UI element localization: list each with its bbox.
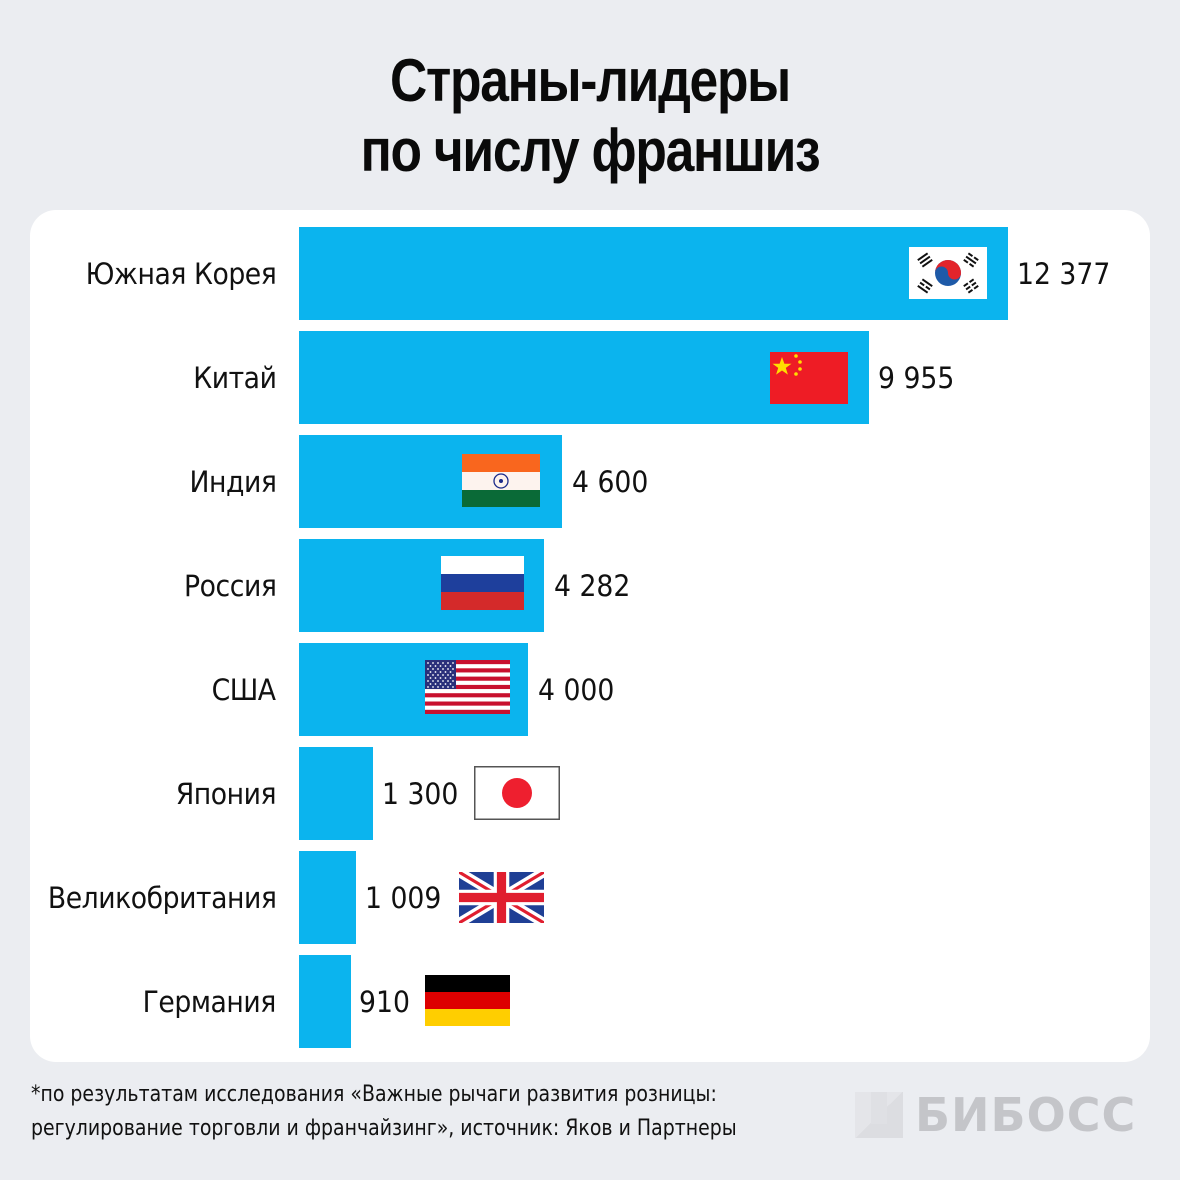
bar [299,955,351,1048]
country-label: Индия [189,464,276,499]
chart-title-line-2: по числу франшиз [360,117,821,184]
japan-flag-icon [474,766,560,820]
south-korea-flag-icon [909,247,987,299]
china-flag-icon [770,352,848,404]
uk-flag-icon [459,872,544,923]
country-label: Южная Корея [85,256,276,291]
country-label: Япония [175,776,277,811]
bar-row-china: Китай 9 955 [30,331,1150,424]
source-footnote: *по результатам исследования «Важные рыч… [31,1078,852,1146]
bar [299,227,1008,320]
germany-flag-icon [425,975,510,1026]
value-label: 12 377 [1017,256,1111,291]
value-label: 1 300 [382,776,459,811]
value-label: 910 [359,984,410,1019]
bar-row-south-korea: Южная Корея 12 377 [30,227,1150,320]
value-label: 4 282 [554,568,631,603]
bar-row-india: Индия 4 600 [30,435,1150,528]
russia-flag-icon [441,556,524,610]
footnote-line-2: регулирование торговли и франчайзинг», и… [31,1116,737,1141]
bar-row-germany: Германия 910 [30,955,1150,1048]
bar [299,747,373,840]
chart-title-line-1: Страны-лидеры [390,47,791,114]
biboss-logo: БИБОСС [855,1088,1136,1142]
country-label: Китай [192,360,277,395]
usa-flag-icon [425,660,510,714]
bar [299,851,356,944]
value-label: 4 000 [538,672,615,707]
country-label: США [211,672,276,707]
country-label: Германия [142,984,277,1019]
bar-row-russia: Россия 4 282 [30,539,1150,632]
value-label: 1 009 [365,880,442,915]
chart-title: Страны-лидеры по числу франшиз [0,46,1180,186]
country-label: Россия [183,568,277,603]
bar-row-japan: Япония 1 300 [30,747,1150,840]
footnote-line-1: *по результатам исследования «Важные рыч… [31,1082,717,1107]
bar-row-usa: США [30,643,1150,736]
chart-card: Южная Корея 12 377 Китай [30,210,1150,1062]
bar-row-uk: Великобритания 1 009 [30,851,1150,944]
value-label: 4 600 [572,464,649,499]
country-label: Великобритания [47,880,276,915]
logo-mark-icon [855,1092,903,1138]
logo-text: БИБОСС [915,1088,1137,1142]
india-flag-icon [462,454,540,507]
value-label: 9 955 [878,360,955,395]
